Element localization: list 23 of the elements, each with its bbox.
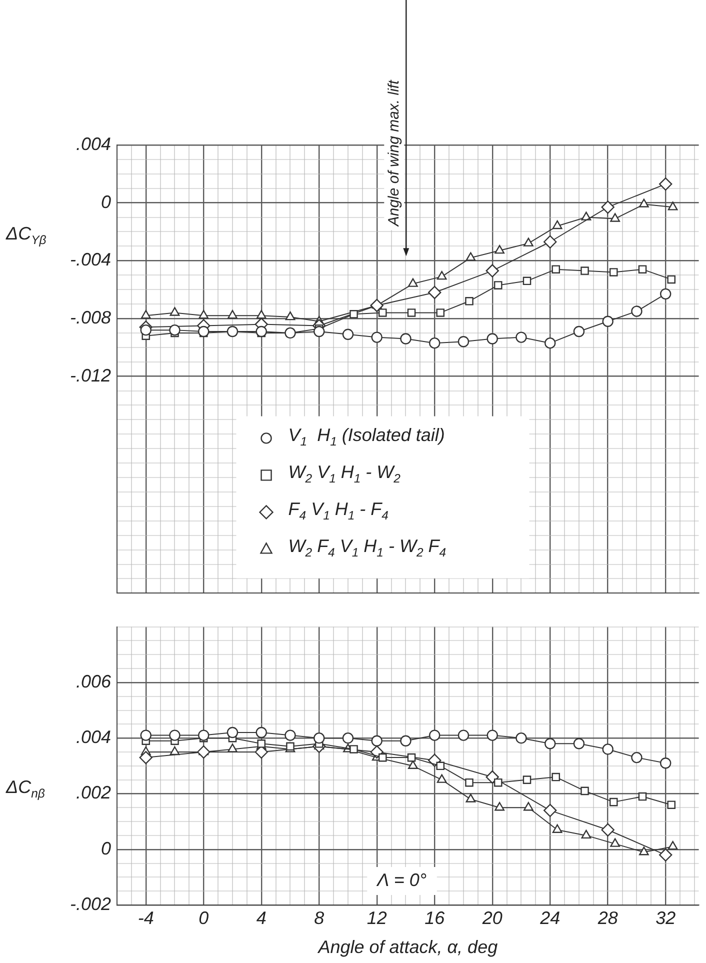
x-tick-label: 24 [539, 908, 560, 928]
annotation: Angle of wing max. lift [385, 79, 402, 228]
y-tick-label: -.008 [70, 307, 111, 328]
y-tick-label: .006 [76, 671, 112, 692]
x-tick-label: 16 [424, 908, 446, 928]
annotation: Λ = 0° [376, 870, 427, 890]
x-tick-label: -4 [138, 908, 154, 928]
y-tick-label: -.004 [70, 250, 111, 270]
y-tick-label: .002 [76, 782, 111, 803]
x-tick-label: 28 [596, 908, 618, 928]
x-tick-label: 12 [366, 908, 387, 928]
x-axis-title: Angle of attack, α, deg [317, 937, 498, 958]
x-tick-label: 4 [256, 908, 266, 928]
y-tick-label: .004 [76, 727, 111, 748]
y-tick-label: 0 [100, 838, 111, 858]
y-tick-label: -.002 [70, 894, 111, 914]
y-tick-label: -.012 [70, 365, 111, 386]
y-tick-label: 0 [100, 192, 111, 212]
y-tick-label: .004 [76, 134, 111, 154]
x-tick-label: 8 [314, 908, 324, 928]
x-tick-label: 0 [198, 908, 209, 928]
x-tick-label: 32 [656, 908, 676, 928]
x-tick-label: 20 [481, 908, 502, 928]
